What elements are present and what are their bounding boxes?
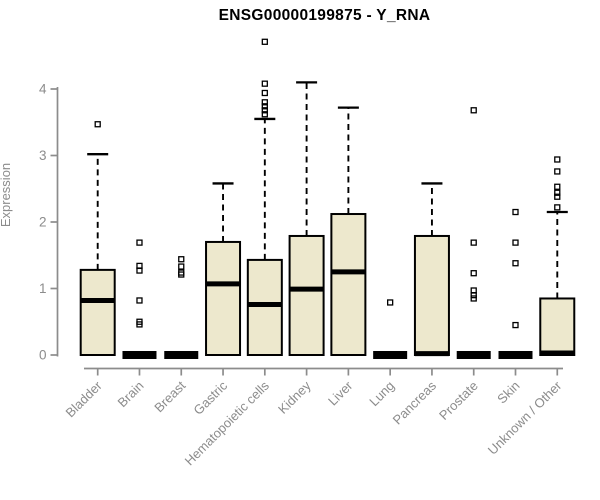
outlier-point xyxy=(136,321,143,328)
outlier-point xyxy=(94,121,101,128)
box-group-gastric xyxy=(205,182,242,356)
y-tick-label: 4 xyxy=(39,82,47,97)
box-rect xyxy=(288,234,325,356)
box-group-hematopoietic-cells xyxy=(246,38,283,356)
outlier-point xyxy=(554,204,561,211)
outlier-point xyxy=(178,263,185,270)
collapsed-box xyxy=(164,351,199,359)
outlier-point xyxy=(512,239,519,246)
box-rect xyxy=(413,234,450,356)
y-tick-label: 3 xyxy=(39,148,47,163)
box-group-skin xyxy=(498,208,533,359)
x-tick-label-liver: Liver xyxy=(325,378,356,409)
x-tick-label-bladder: Bladder xyxy=(63,378,106,421)
x-tick-label-kidney: Kidney xyxy=(275,378,314,417)
outlier-point xyxy=(261,111,268,118)
outlier-point xyxy=(261,103,268,110)
box-rect xyxy=(79,268,116,357)
box-group-bladder xyxy=(79,121,116,357)
box-group-liver xyxy=(330,106,367,356)
box-group-breast xyxy=(164,256,199,359)
outlier-point xyxy=(470,295,477,302)
outlier-point xyxy=(512,208,519,216)
box-group-pancreas xyxy=(413,182,450,357)
outlier-point xyxy=(261,99,268,106)
outlier-point xyxy=(136,267,143,274)
outlier-point xyxy=(470,270,477,277)
box-group-brain xyxy=(122,239,157,359)
collapsed-box xyxy=(498,351,533,359)
x-tick-label-brain: Brain xyxy=(115,378,147,410)
outlier-point xyxy=(554,168,561,175)
outlier-point xyxy=(470,107,477,114)
x-tick-label-prostate: Prostate xyxy=(436,378,481,423)
box-group-kidney xyxy=(288,81,325,356)
outlier-point xyxy=(136,239,143,246)
outlier-point xyxy=(178,256,185,263)
y-tick-label: 0 xyxy=(39,348,47,363)
box-rect xyxy=(330,213,367,356)
outlier-point xyxy=(261,80,268,87)
box-rect xyxy=(539,297,576,357)
box-group-lung xyxy=(373,299,408,359)
x-tick-label-pancreas: Pancreas xyxy=(390,378,440,428)
box-rect xyxy=(246,258,283,356)
outlier-point xyxy=(470,239,477,246)
chart-title: ENSG00000199875 - Y_RNA xyxy=(218,7,431,24)
x-tick-label-breast: Breast xyxy=(151,378,188,415)
x-tick-label-skin: Skin xyxy=(494,378,522,406)
outlier-point xyxy=(470,291,477,299)
x-tick-label-unknown-other: Unknown / Other xyxy=(485,378,565,458)
y-tick-label: 1 xyxy=(39,281,47,296)
y-tick-label: 2 xyxy=(39,215,47,230)
x-tick-label-gastric: Gastric xyxy=(190,378,230,418)
x-tick-label-lung: Lung xyxy=(366,378,397,409)
box-rect xyxy=(205,240,242,356)
outlier-point xyxy=(512,260,519,267)
outlier-point xyxy=(554,193,561,200)
outlier-point xyxy=(261,89,268,97)
box-group-prostate xyxy=(456,107,491,359)
collapsed-box xyxy=(456,351,491,359)
box-group-unknown-other xyxy=(539,156,576,357)
collapsed-box xyxy=(122,351,157,359)
outlier-point xyxy=(512,321,519,329)
outlier-point xyxy=(554,189,561,196)
outlier-point xyxy=(136,297,143,304)
outlier-point xyxy=(261,107,268,114)
outlier-point xyxy=(554,183,561,190)
outlier-point xyxy=(554,156,561,163)
outlier-point xyxy=(178,271,185,278)
collapsed-box xyxy=(373,351,408,359)
y-axis: 0 1 2 3 4 xyxy=(39,82,59,363)
outlier-point xyxy=(387,299,394,306)
outlier-point xyxy=(261,38,268,45)
